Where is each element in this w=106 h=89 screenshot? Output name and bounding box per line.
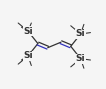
Text: Si: Si [76,54,85,63]
Text: Si: Si [23,51,33,60]
Text: Si: Si [76,29,85,38]
Text: Si: Si [23,27,33,36]
